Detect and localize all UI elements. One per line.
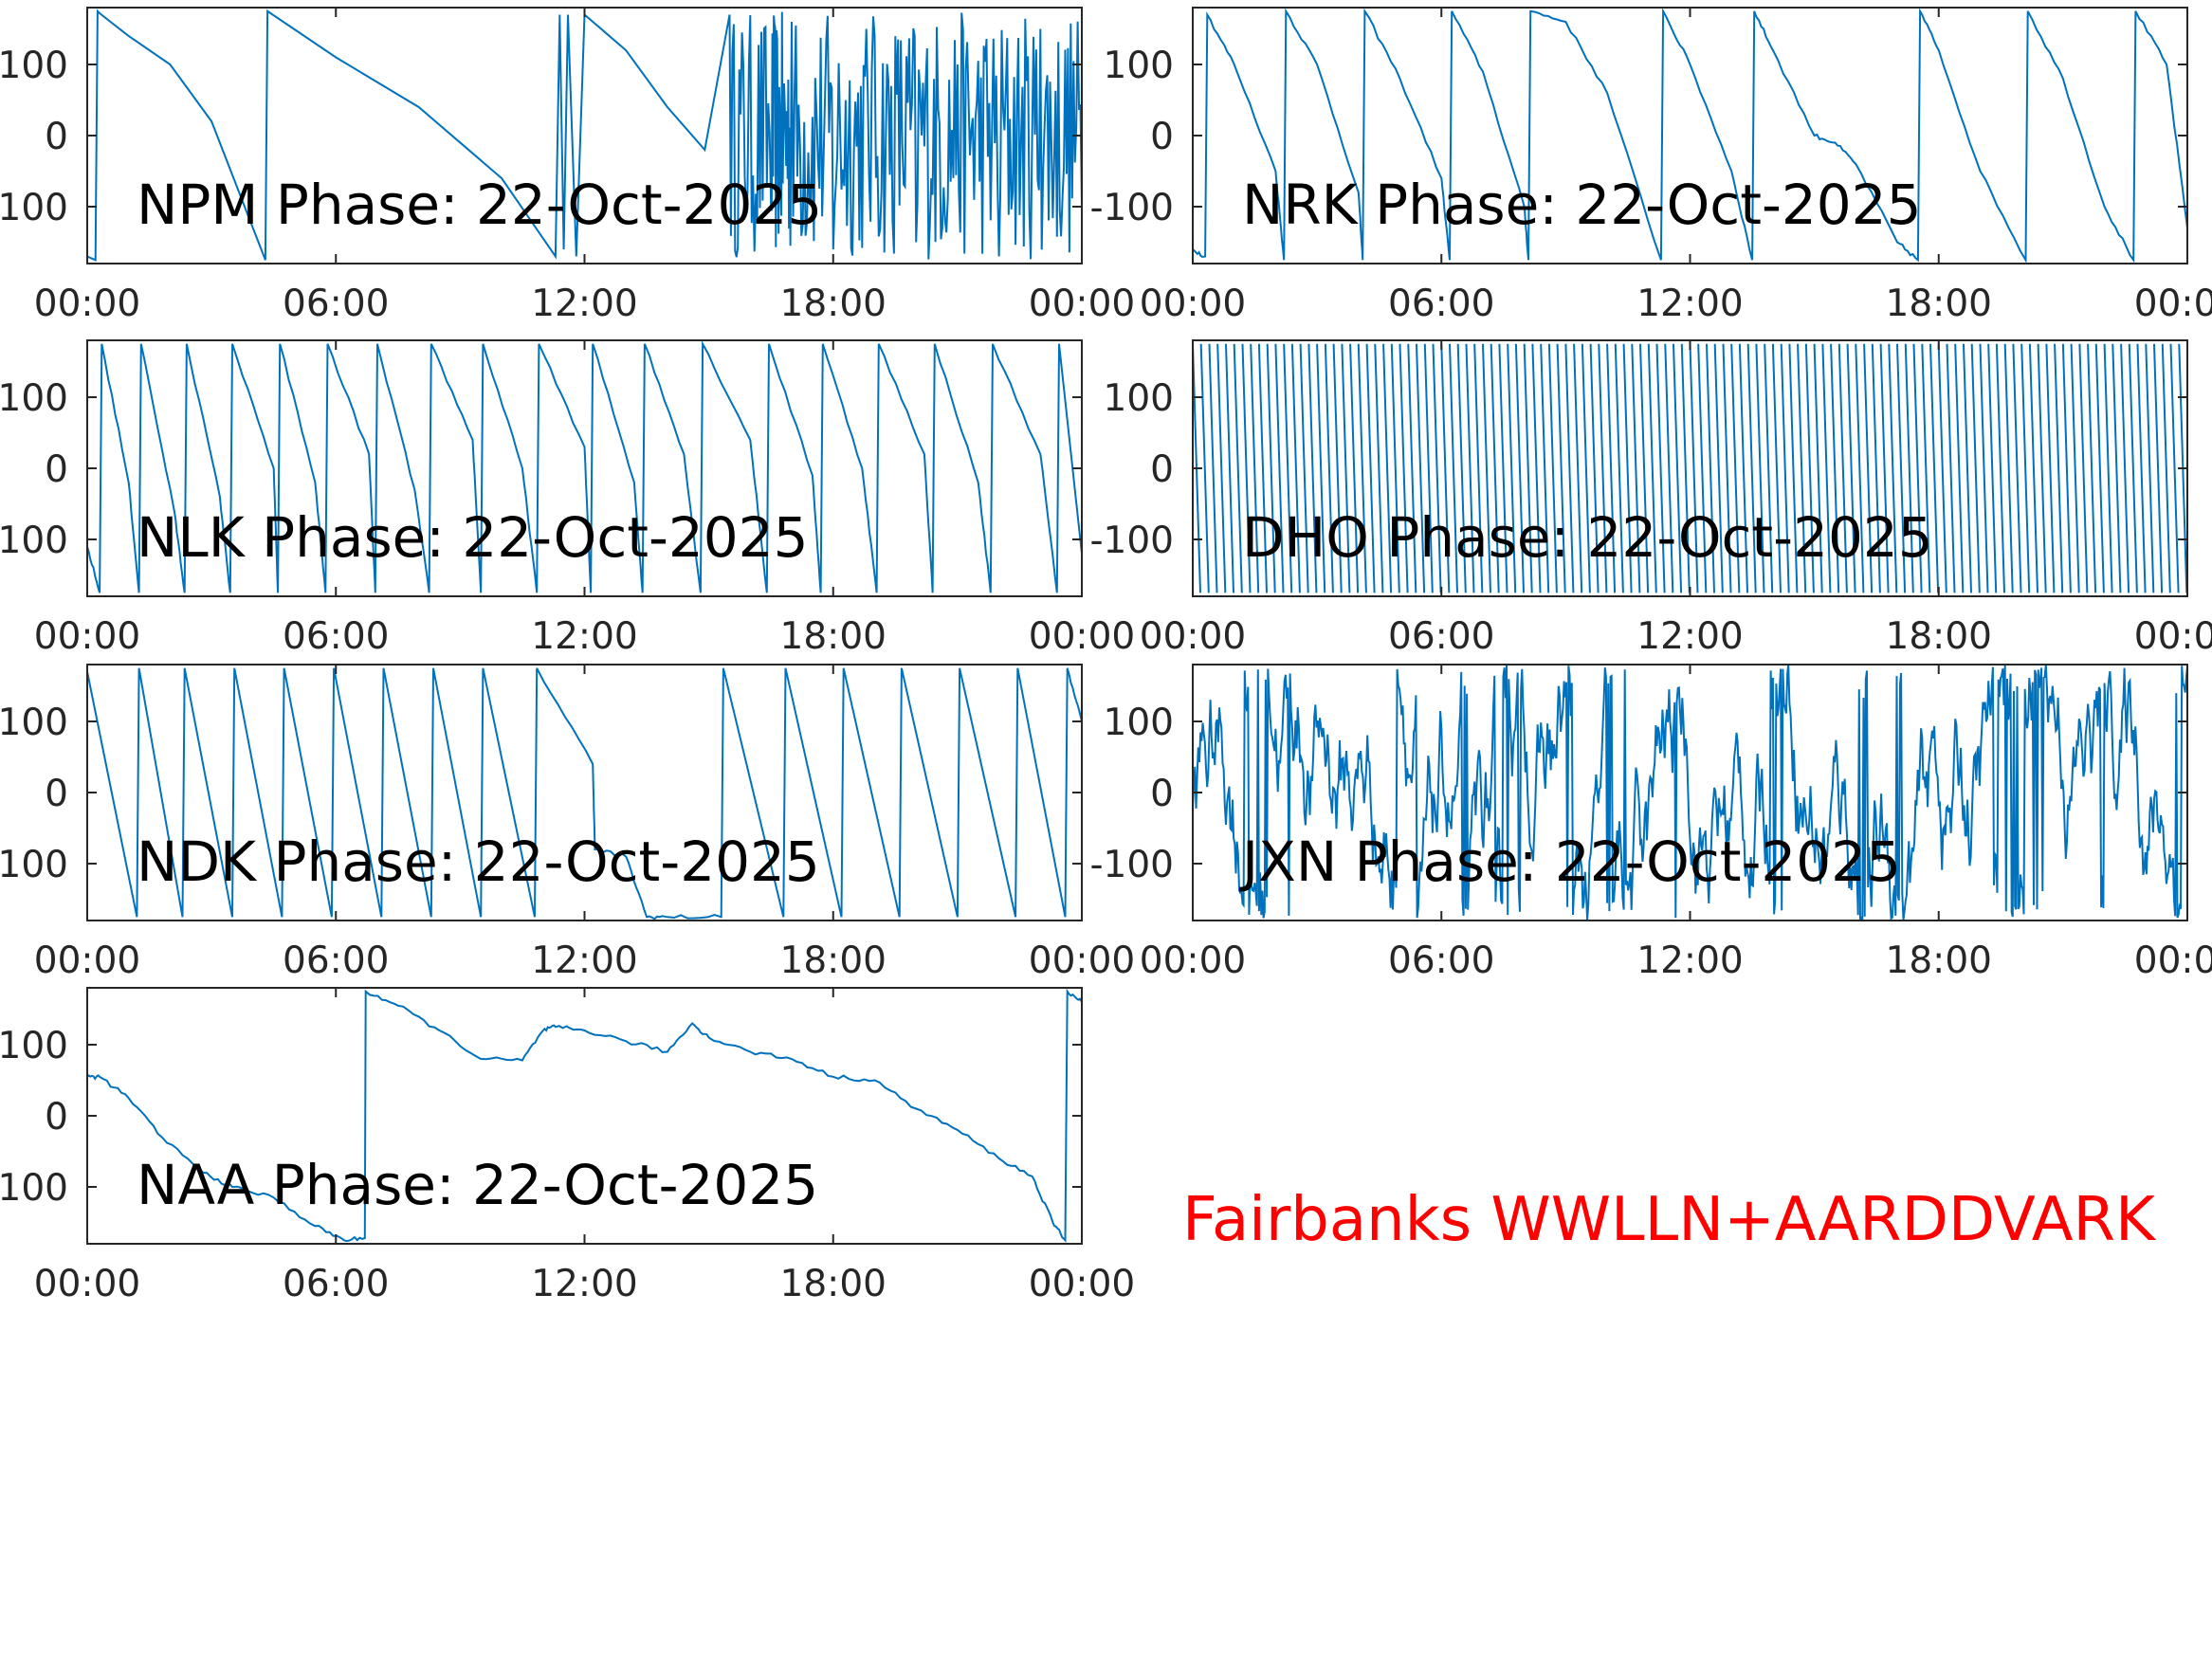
series-line-naa (87, 988, 1082, 1243)
y-tick-label: 0 (1150, 773, 1174, 815)
y-tick-label: -100 (0, 844, 68, 886)
x-tick-label: 12:00 (531, 615, 637, 658)
x-tick-label: 18:00 (1886, 615, 1992, 658)
x-tick-label: 00:00 (1029, 615, 1135, 658)
x-tick-label: 12:00 (531, 1263, 637, 1305)
x-tick-label: 00:00 (2134, 615, 2212, 658)
x-tick-label: 12:00 (1636, 939, 1743, 982)
series-line-ndk (87, 667, 1082, 921)
x-tick-label: 00:00 (2134, 283, 2212, 325)
y-tick-label: 0 (45, 773, 68, 815)
panel-jxn: 00:00 06:00 12:00 18:00 00:00 -100 0 100 JXN Pha… (1089, 664, 2212, 982)
x-tick-label: 00:00 (34, 615, 140, 658)
x-tick-label: 18:00 (780, 939, 887, 982)
y-tick-label: -100 (1089, 187, 1174, 229)
panel-title-ndk: NDK Phase: 22-Oct-2025 (137, 830, 820, 894)
panel-ndk: 00:00 06:00 12:00 18:00 00:00 -100 0 100 NDK Pha… (0, 664, 1135, 982)
x-tick-label: 12:00 (531, 939, 637, 982)
x-tick-label: 00:00 (1140, 283, 1246, 325)
panel-title-nrk: NRK Phase: 22-Oct-2025 (1242, 173, 1921, 237)
x-tick-label: 00:00 (1029, 1263, 1135, 1305)
x-tick-label: 06:00 (1388, 283, 1494, 325)
x-tick-label: 06:00 (283, 1263, 389, 1305)
x-tick-label: 00:00 (2134, 939, 2212, 982)
y-tick-label: -100 (0, 187, 68, 229)
x-tick-label: 12:00 (1636, 283, 1743, 325)
series-line-nlk (87, 340, 1082, 593)
y-tick-label: -100 (0, 520, 68, 562)
figure-banner: Fairbanks WWLLN+AARDDVARK (1182, 1185, 2157, 1255)
y-tick-label: 100 (0, 1025, 68, 1067)
panel-title-naa: NAA Phase: 22-Oct-2025 (137, 1153, 818, 1217)
y-tick-label: 0 (1150, 116, 1174, 158)
x-tick-label: 00:00 (1140, 939, 1246, 982)
x-tick-label: 18:00 (780, 283, 887, 325)
x-tick-label: 12:00 (531, 283, 637, 325)
x-tick-label: 00:00 (34, 283, 140, 325)
y-tick-label: 0 (45, 448, 68, 491)
series-line-jxn (1193, 665, 2187, 921)
x-tick-label: 00:00 (1140, 615, 1246, 658)
panel-nrk: 00:00 06:00 12:00 18:00 00:00 -100 0 100 NRK Pha… (1089, 7, 2212, 325)
panels-group: 00:00 06:00 12:00 18:00 00:00 -100 0 100 NPM Pha… (0, 7, 2212, 1305)
x-tick-label: 00:00 (34, 939, 140, 982)
x-tick-label: 06:00 (1388, 615, 1494, 658)
panel-title-jxn: JXN Phase: 22-Oct-2025 (1239, 830, 1901, 894)
y-tick-label: 100 (0, 702, 68, 744)
y-tick-label: 100 (1104, 45, 1174, 87)
x-tick-label: 06:00 (283, 939, 389, 982)
panel-title-nlk: NLK Phase: 22-Oct-2025 (137, 505, 809, 570)
x-tick-label: 06:00 (1388, 939, 1494, 982)
y-tick-label: 100 (0, 45, 68, 87)
panel-title-dho: DHO Phase: 22-Oct-2025 (1242, 505, 1933, 570)
x-tick-label: 00:00 (1029, 283, 1135, 325)
x-tick-label: 12:00 (1636, 615, 1743, 658)
y-tick-label: 0 (45, 1096, 68, 1139)
y-tick-label: -100 (0, 1167, 68, 1210)
series-line-npm (87, 9, 1082, 262)
x-tick-label: 18:00 (780, 615, 887, 658)
y-tick-label: -100 (1089, 844, 1174, 886)
y-tick-label: 0 (1150, 448, 1174, 491)
panel-nlk: 00:00 06:00 12:00 18:00 00:00 -100 0 100 NLK Pha… (0, 339, 1135, 658)
panel-dho: 00:00 06:00 12:00 18:00 00:00 -100 0 100 DHO Pha… (1089, 339, 2212, 658)
panel-npm: 00:00 06:00 12:00 18:00 00:00 -100 0 100 NPM Pha… (0, 7, 1135, 325)
x-tick-label: 18:00 (1886, 939, 1992, 982)
x-tick-label: 06:00 (283, 615, 389, 658)
x-tick-label: 00:00 (1029, 939, 1135, 982)
x-tick-label: 00:00 (34, 1263, 140, 1305)
y-tick-label: 100 (0, 377, 68, 420)
panel-title-npm: NPM Phase: 22-Oct-2025 (137, 173, 822, 237)
y-tick-label: -100 (1089, 520, 1174, 562)
y-tick-label: 100 (1104, 702, 1174, 744)
x-tick-label: 06:00 (283, 283, 389, 325)
y-tick-label: 0 (45, 116, 68, 158)
x-tick-label: 18:00 (1886, 283, 1992, 325)
panel-naa: 00:00 06:00 12:00 18:00 00:00 -100 0 100 NAA Pha… (0, 987, 1135, 1305)
x-tick-label: 18:00 (780, 1263, 887, 1305)
y-tick-label: 100 (1104, 377, 1174, 420)
series-line-nrk (1193, 8, 2187, 264)
